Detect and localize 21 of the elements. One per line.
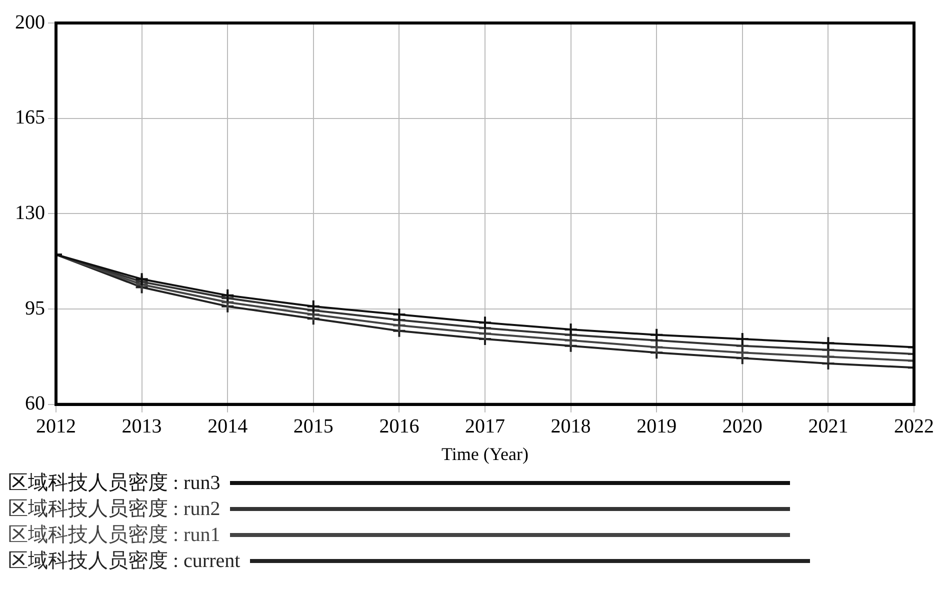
x-tick-label: 2016 (379, 416, 420, 438)
x-axis-title: Time (Year) (441, 444, 529, 464)
y-tick-label: 60 (25, 392, 45, 415)
x-tick-label: 2017 (465, 416, 505, 438)
x-tick-label: 2020 (722, 416, 762, 438)
x-tick-label: 2022 (894, 416, 934, 438)
x-tick-label: 2018 (550, 416, 591, 438)
text: 区域科技人员密度 : run3 (8, 471, 220, 496)
y-tick-label: 200 (15, 11, 45, 34)
text: 区域科技人员密度 : current (8, 549, 240, 574)
x-tick-label: 2015 (293, 416, 334, 438)
x-tick-label: 2012 (36, 416, 76, 438)
y-tick-label: 165 (15, 106, 45, 129)
y-tick-label: 130 (15, 202, 45, 224)
x-tick-label: 2014 (208, 416, 248, 438)
x-tick-label: 2019 (636, 416, 677, 438)
text: 区域科技人员密度 : run2 (8, 497, 220, 522)
y-tick-label: 95 (25, 297, 45, 320)
text: 区域科技人员密度 : run1 (8, 523, 220, 548)
x-tick-label: 2021 (808, 416, 848, 438)
x-tick-label: 2013 (122, 416, 162, 438)
